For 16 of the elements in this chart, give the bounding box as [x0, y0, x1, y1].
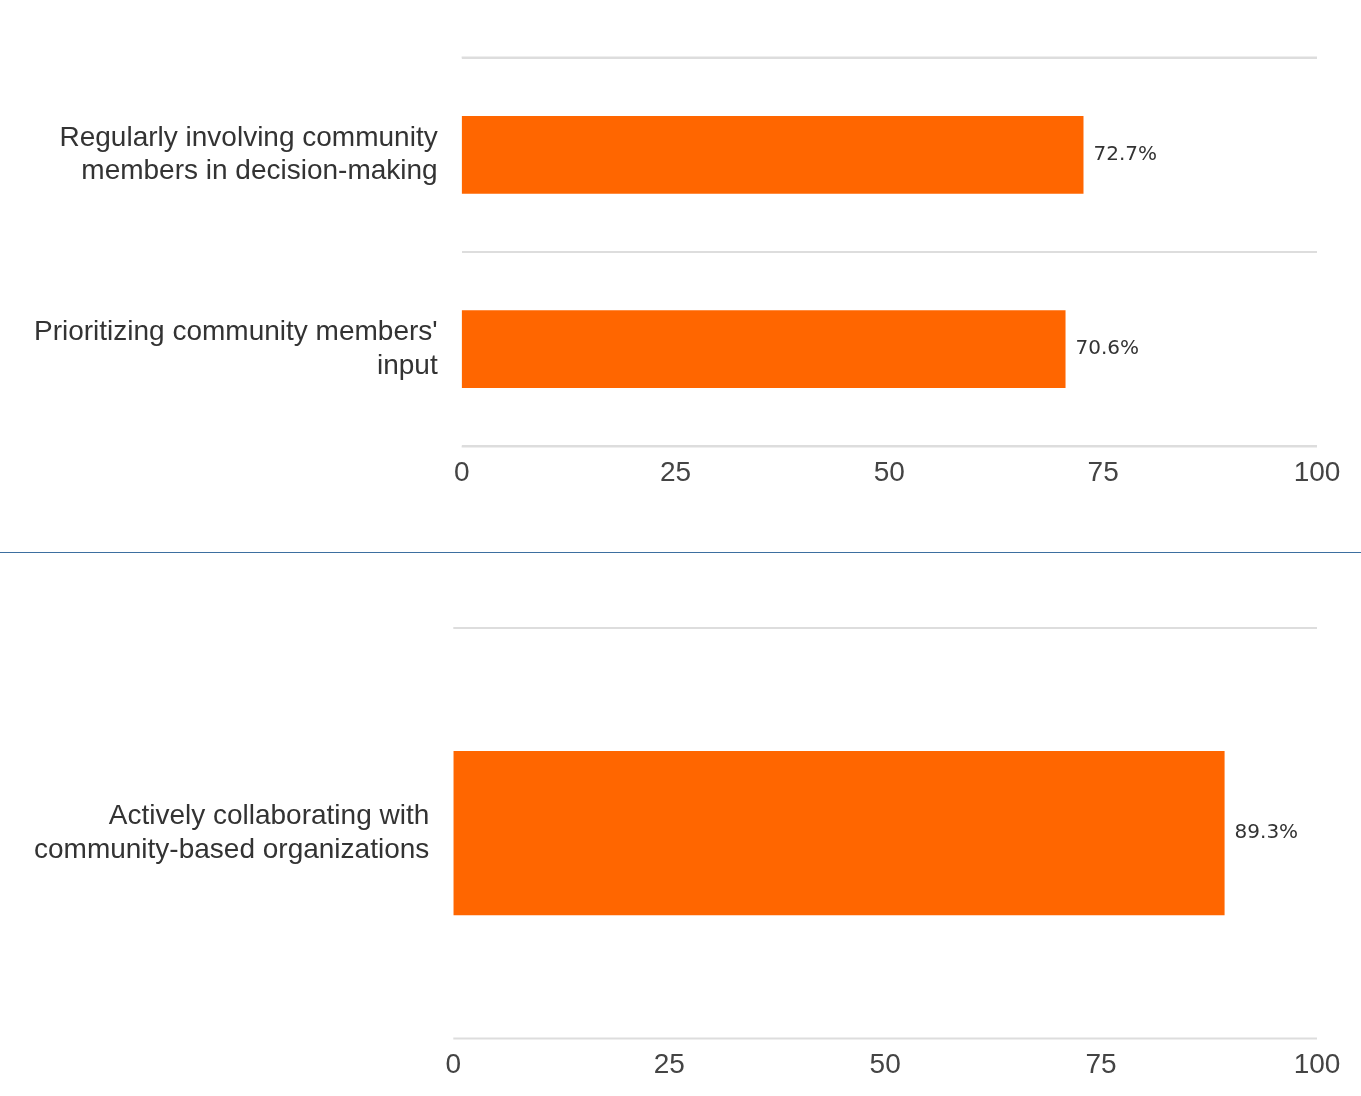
- x-tick-label: 0: [453, 455, 470, 487]
- x-tick-label: 25: [653, 1047, 685, 1079]
- data-label: 89.3%: [1234, 819, 1299, 844]
- y-tick-label: Prioritizing community members' input: [33, 315, 438, 380]
- x-tick-label: 100: [1293, 1047, 1341, 1079]
- data-label: 72.7%: [1093, 141, 1158, 165]
- x-tick-label: 0: [445, 1047, 462, 1079]
- x-tick-label: 100: [1293, 455, 1341, 487]
- x-tick-label: 50: [873, 455, 905, 487]
- x-tick-label: 75: [1087, 455, 1119, 487]
- x-tick-label: 50: [869, 1047, 901, 1079]
- x-tick-label: 25: [659, 455, 692, 487]
- y-tick-label: Regularly involving community members in decision-making: [59, 120, 438, 186]
- data-label: 70.6%: [1075, 335, 1140, 360]
- x-tick-label: 75: [1085, 1047, 1117, 1079]
- y-tick-label: Actively collaborating with community-based organizations: [34, 799, 430, 864]
